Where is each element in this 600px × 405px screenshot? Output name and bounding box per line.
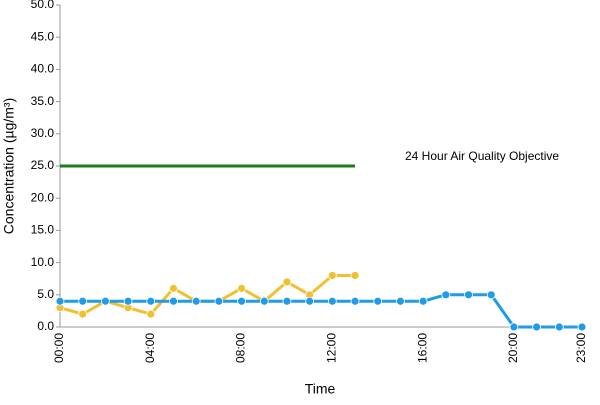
data-point [78, 296, 88, 306]
y-tick-label: 40.0 [31, 62, 55, 76]
data-point [418, 296, 428, 306]
data-point [146, 309, 156, 319]
annotation: 24 Hour Air Quality Objective [405, 149, 559, 163]
data-point [282, 277, 292, 287]
x-tick-label: 20:00 [506, 333, 520, 363]
y-tick-label: 30.0 [31, 126, 55, 140]
y-tick-label: 10.0 [31, 255, 55, 269]
y-tick-label: 0.0 [37, 319, 54, 333]
x-tick-label: 08:00 [234, 333, 248, 363]
y-tick-label: 20.0 [31, 190, 55, 204]
y-tick-label: 25.0 [31, 158, 55, 172]
data-point [327, 296, 337, 306]
data-point [350, 296, 360, 306]
data-point [554, 322, 564, 332]
data-point [123, 296, 133, 306]
data-point [486, 290, 496, 300]
data-point [237, 296, 246, 306]
y-axis-label: Concentration (µg/m³) [1, 98, 17, 234]
data-point [214, 296, 224, 306]
data-point [577, 322, 587, 332]
data-point [464, 290, 473, 300]
data-point [237, 283, 246, 293]
data-point [350, 271, 360, 280]
y-tick-label: 45.0 [31, 29, 55, 43]
data-point [441, 290, 451, 300]
data-point [191, 296, 201, 306]
y-tick-label: 50.0 [31, 0, 55, 11]
data-point [100, 296, 110, 306]
data-point [169, 296, 178, 306]
x-tick-label: 23:00 [574, 333, 588, 363]
data-point [146, 296, 156, 306]
x-axis-label: Time [305, 381, 336, 397]
data-point [532, 322, 542, 332]
x-tick-label: 12:00 [325, 333, 339, 363]
data-point [55, 296, 65, 306]
data-point [78, 309, 88, 319]
data-point [282, 296, 292, 306]
data-point [305, 296, 315, 306]
x-tick-label: 04:00 [143, 333, 157, 363]
data-point [169, 283, 178, 293]
data-point [396, 296, 405, 306]
x-tick-label: 16:00 [415, 333, 429, 363]
data-point [327, 271, 337, 280]
y-tick-label: 5.0 [37, 287, 54, 301]
data-point [509, 322, 519, 332]
y-tick-label: 35.0 [31, 94, 55, 108]
x-tick-label: 00:00 [52, 333, 66, 363]
y-tick-label: 15.0 [31, 223, 55, 237]
data-point [373, 296, 383, 306]
data-point [259, 296, 269, 306]
